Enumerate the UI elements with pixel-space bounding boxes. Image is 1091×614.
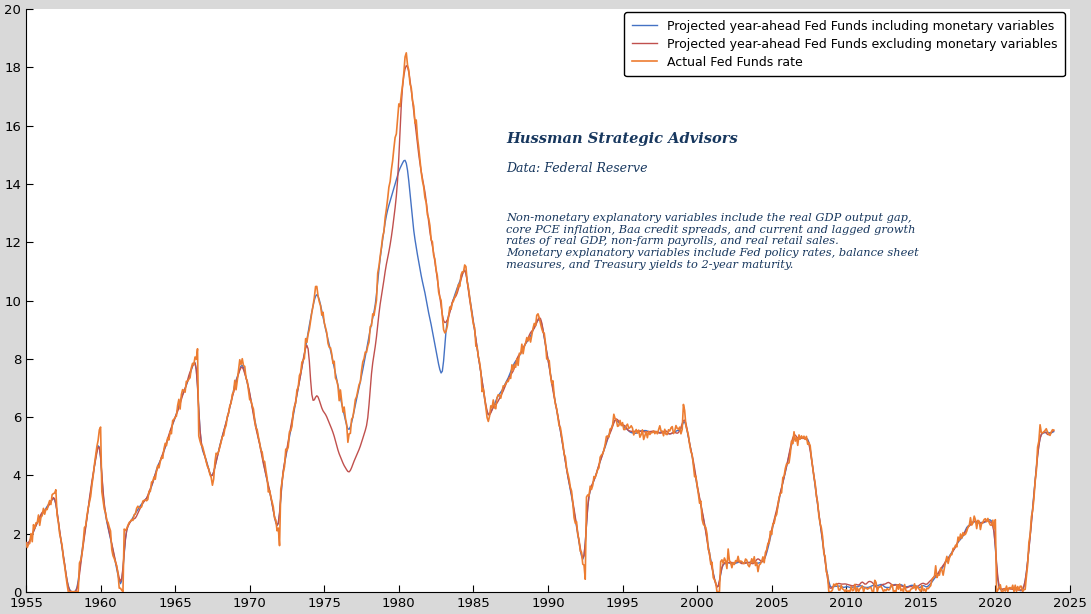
Projected year-ahead Fed Funds excluding monetary variables: [274, 493, 287, 500]
Actual Fed Funds rate: [20, 539, 33, 546]
Line: Projected year-ahead Fed Funds excluding monetary variables: Projected year-ahead Fed Funds excluding…: [26, 66, 1054, 592]
Line: Actual Fed Funds rate: Actual Fed Funds rate: [26, 53, 1054, 592]
Actual Fed Funds rate: [399, 49, 412, 56]
Projected year-ahead Fed Funds excluding monetary variables: [943, 554, 956, 561]
Projected year-ahead Fed Funds excluding monetary variables: [399, 62, 412, 69]
Projected year-ahead Fed Funds including monetary variables: [315, 307, 328, 314]
Projected year-ahead Fed Funds including monetary variables: [20, 543, 33, 551]
Projected year-ahead Fed Funds excluding monetary variables: [20, 540, 33, 547]
Projected year-ahead Fed Funds including monetary variables: [67, 588, 80, 596]
Text: Data: Federal Reserve: Data: Federal Reserve: [506, 162, 648, 176]
Projected year-ahead Fed Funds excluding monetary variables: [751, 556, 764, 563]
Actual Fed Funds rate: [751, 559, 764, 566]
Projected year-ahead Fed Funds excluding monetary variables: [207, 468, 220, 476]
Actual Fed Funds rate: [315, 311, 328, 319]
Legend: Projected year-ahead Fed Funds including monetary variables, Projected year-ahea: Projected year-ahead Fed Funds including…: [624, 12, 1065, 76]
Projected year-ahead Fed Funds excluding monetary variables: [1047, 427, 1060, 434]
Projected year-ahead Fed Funds including monetary variables: [207, 468, 220, 476]
Line: Projected year-ahead Fed Funds including monetary variables: Projected year-ahead Fed Funds including…: [26, 160, 1054, 592]
Actual Fed Funds rate: [62, 588, 75, 596]
Projected year-ahead Fed Funds including monetary variables: [751, 559, 764, 567]
Actual Fed Funds rate: [207, 475, 220, 483]
Text: Non-monetary explanatory variables include the real GDP output gap,
core PCE inf: Non-monetary explanatory variables inclu…: [506, 213, 919, 270]
Actual Fed Funds rate: [274, 486, 287, 493]
Projected year-ahead Fed Funds including monetary variables: [1047, 428, 1060, 435]
Text: Hussman Strategic Advisors: Hussman Strategic Advisors: [506, 132, 738, 146]
Projected year-ahead Fed Funds excluding monetary variables: [122, 520, 135, 527]
Actual Fed Funds rate: [122, 519, 135, 526]
Projected year-ahead Fed Funds including monetary variables: [122, 519, 135, 527]
Projected year-ahead Fed Funds including monetary variables: [943, 553, 956, 560]
Projected year-ahead Fed Funds excluding monetary variables: [315, 404, 328, 411]
Projected year-ahead Fed Funds including monetary variables: [274, 495, 287, 502]
Projected year-ahead Fed Funds including monetary variables: [398, 157, 411, 164]
Actual Fed Funds rate: [943, 554, 956, 562]
Actual Fed Funds rate: [1047, 426, 1060, 433]
Projected year-ahead Fed Funds excluding monetary variables: [67, 588, 80, 596]
